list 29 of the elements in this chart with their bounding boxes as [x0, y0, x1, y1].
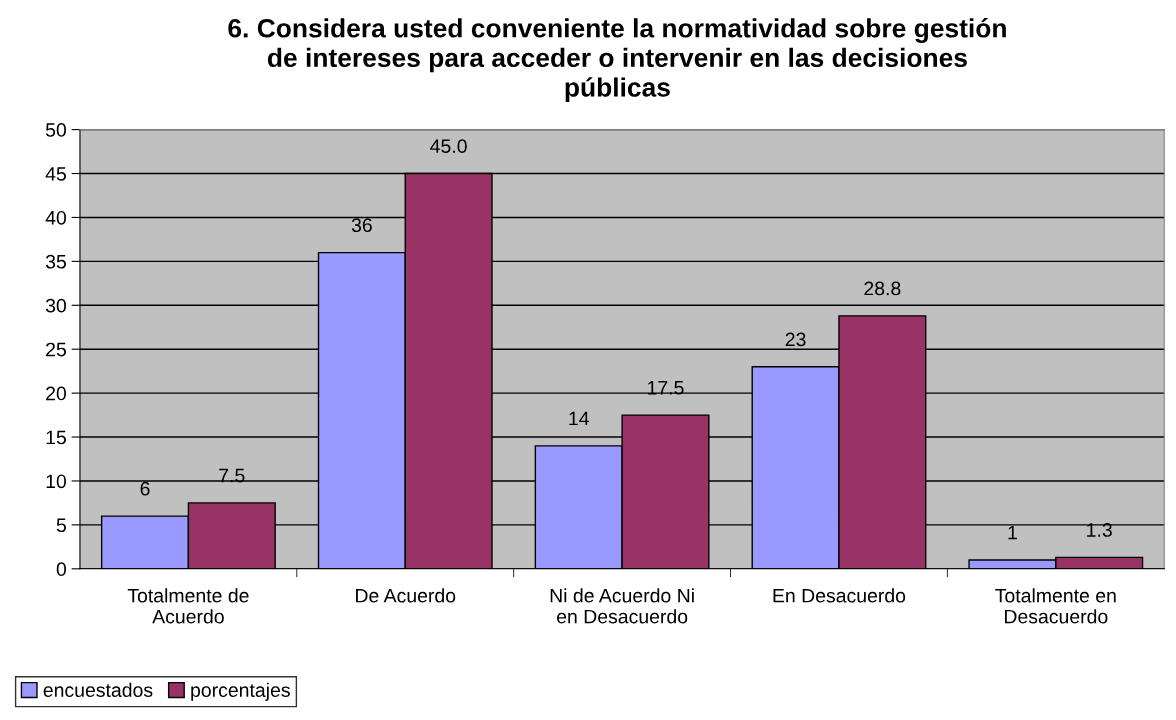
x-tick-label: De Acuerdo: [356, 588, 456, 603]
data-label: 28.8: [864, 281, 901, 296]
y-tick-label: 50: [45, 123, 67, 137]
y-tick-label: 0: [56, 562, 67, 577]
y-tick-label: 5: [56, 518, 66, 533]
y-tick-label: 35: [45, 254, 66, 269]
data-label: 7.5: [219, 468, 245, 483]
data-label: 14: [569, 411, 589, 426]
data-label: 17.5: [648, 381, 684, 395]
data-label: 6: [140, 481, 150, 496]
data-label: 1: [1008, 525, 1017, 540]
y-tick-label: 10: [46, 474, 67, 489]
y-tick-label: 40: [45, 210, 67, 225]
y-tick-label: 30: [45, 298, 67, 313]
data-label: 45.0: [430, 139, 467, 154]
y-tick-label: 25: [46, 342, 66, 357]
x-tick-label: En Desacuerdo: [773, 588, 906, 603]
data-label: 36: [351, 218, 372, 233]
data-label: 23: [785, 332, 806, 347]
x-tick-label: Totalmente en Desacuerdo: [995, 588, 1116, 624]
data-label: 1.3: [1087, 523, 1112, 537]
y-tick-label: 45: [45, 167, 66, 181]
chart-title: 6. Considera usted conveniente la normatividad sobre gestión de intereses para acceder o intervenir en las decisiones públicas: [228, 18, 1006, 102]
x-tick-label: Totalmente de Acuerdo: [127, 588, 249, 624]
legend-label: encuestados: [43, 682, 153, 697]
y-tick-label: 15: [46, 430, 66, 445]
y-tick-label: 20: [46, 386, 67, 401]
legend-label: porcentajes: [191, 682, 290, 701]
x-tick-label: Ni de Acuerdo Ni en Desacuerdo: [550, 588, 694, 624]
